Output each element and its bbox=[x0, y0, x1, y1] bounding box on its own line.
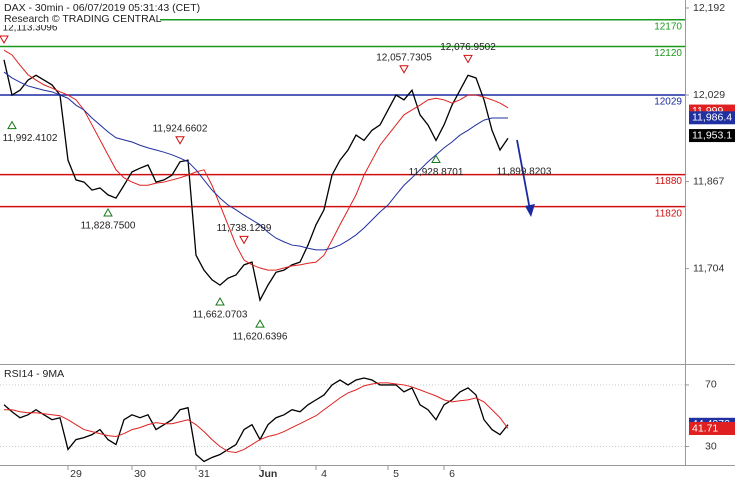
annotation-label: 12,057.7305 bbox=[376, 52, 432, 63]
x-tick-label: 30 bbox=[134, 468, 146, 480]
level-label: 11880 bbox=[655, 176, 683, 187]
series-line bbox=[3, 59, 509, 302]
series-line bbox=[4, 382, 509, 454]
low-marker bbox=[255, 319, 265, 328]
chart-title: DAX - 30min - 06/07/2019 05:31:43 (CET) bbox=[4, 2, 200, 14]
high-marker bbox=[0, 35, 9, 45]
price-tag-label: 41.71 bbox=[692, 422, 718, 434]
price-tag-label: 11,986.4 bbox=[692, 112, 732, 124]
annotation-label: 11,928.8701 bbox=[409, 167, 464, 178]
x-tick-label: 31 bbox=[198, 468, 210, 480]
x-tick-label: 5 bbox=[393, 468, 399, 480]
high-marker bbox=[463, 54, 473, 64]
annotation-label: 11,738.1299 bbox=[217, 223, 272, 234]
y-tick-label: 11,867 bbox=[693, 175, 724, 187]
title-bg bbox=[0, 1, 205, 13]
high-marker bbox=[239, 235, 249, 245]
price-tag bbox=[689, 129, 735, 143]
low-marker bbox=[103, 207, 113, 217]
level-label: 12029 bbox=[654, 97, 682, 108]
forecast-arrowhead bbox=[525, 204, 535, 217]
price-tag bbox=[689, 421, 735, 435]
annotation-label: 11,992.4102 bbox=[3, 133, 58, 144]
rsi-title: RSI14 - 9MA bbox=[4, 368, 64, 380]
high-marker bbox=[175, 136, 185, 145]
level-label: 11820 bbox=[655, 208, 683, 219]
price-tag bbox=[689, 111, 735, 125]
y-tick-label: 12,029 bbox=[693, 89, 725, 101]
forecast-label: 11,899.8203 bbox=[497, 167, 552, 178]
x-tick-label: 6 bbox=[449, 468, 455, 480]
annotation-label: 12,076.9502 bbox=[440, 42, 496, 53]
annotation-label: 11,828.7500 bbox=[81, 221, 136, 232]
y-tick-label: 30 bbox=[705, 440, 717, 452]
series-line bbox=[3, 71, 508, 251]
series-line bbox=[3, 377, 509, 463]
annotation-label: 11,620.6396 bbox=[233, 332, 288, 343]
annotation-label: 11,662.0703 bbox=[193, 310, 248, 321]
low-marker bbox=[7, 120, 17, 130]
level-label: 12170 bbox=[654, 21, 682, 32]
x-tick-label: 29 bbox=[70, 468, 82, 480]
subtitle-bg bbox=[0, 13, 160, 25]
low-marker bbox=[215, 296, 225, 306]
chart-subtitle: Research © TRADING CENTRAL bbox=[4, 13, 162, 25]
price-tag-label: 11,953.1 bbox=[692, 129, 732, 141]
y-tick-label: 11,704 bbox=[693, 262, 724, 274]
x-tick-label: 4 bbox=[321, 468, 327, 480]
annotation-label: 11,924.6602 bbox=[153, 123, 208, 134]
x-tick-label: Jun bbox=[259, 468, 278, 480]
forecast-arrow bbox=[516, 139, 531, 211]
annotation-label: 12,113.3096 bbox=[3, 23, 58, 34]
low-marker bbox=[431, 154, 441, 164]
level-label: 12120 bbox=[654, 48, 682, 59]
series-line bbox=[3, 49, 509, 271]
y-tick-label: 12,192 bbox=[693, 2, 725, 14]
rsi-panel: 703044.437241.71 bbox=[0, 377, 735, 463]
high-marker bbox=[399, 65, 409, 74]
y-tick-label: 70 bbox=[705, 379, 717, 391]
